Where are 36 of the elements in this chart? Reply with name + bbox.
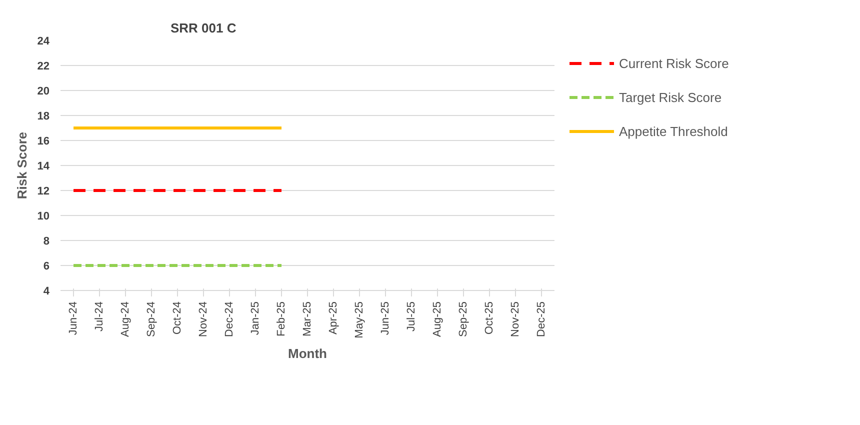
y-tick-label: 18 <box>37 110 50 122</box>
x-tick-label: Jun-25 <box>380 301 392 336</box>
y-tick-label: 20 <box>37 86 50 98</box>
x-tick-label: Dec-24 <box>224 301 236 337</box>
x-tick-label: Oct-24 <box>172 301 184 335</box>
y-axis-title: Risk Score <box>14 132 30 200</box>
x-tick-label: Apr-25 <box>328 301 340 335</box>
y-tick-label: 10 <box>37 210 50 222</box>
x-tick-label: Aug-25 <box>432 301 444 337</box>
y-tick-label: 22 <box>37 60 50 72</box>
x-tick-label: Jul-25 <box>406 301 418 332</box>
x-tick-label: Mar-25 <box>302 302 314 336</box>
x-tick-label: Jul-24 <box>94 301 106 332</box>
y-tick-label: 24 <box>37 36 50 48</box>
x-tick-label: Nov-25 <box>510 301 522 337</box>
legend-label: Target Risk Score <box>619 90 722 104</box>
x-tick-label: Nov-24 <box>198 301 210 337</box>
x-tick-label: Aug-24 <box>120 301 132 337</box>
legend-label: Appetite Threshold <box>619 124 728 138</box>
x-tick-label: Sep-25 <box>458 301 470 337</box>
y-tick-label: 12 <box>37 186 50 198</box>
x-tick-label: Feb-25 <box>276 301 288 336</box>
x-tick-label: May-25 <box>354 301 366 338</box>
chart-title: SRR 001 C <box>170 20 237 36</box>
y-tick-label: 16 <box>37 136 50 148</box>
x-tick-label: Oct-25 <box>484 301 496 335</box>
y-tick-label: 6 <box>43 260 50 272</box>
y-tick-label: 8 <box>43 236 50 248</box>
x-tick-label: Sep-24 <box>146 301 158 337</box>
x-tick-label: Jan-25 <box>250 301 262 336</box>
x-tick-label: Dec-25 <box>536 301 548 337</box>
x-axis-title: Month <box>288 346 328 362</box>
x-tick-label: Jun-24 <box>68 301 80 336</box>
y-tick-label: 4 <box>43 286 50 298</box>
y-tick-label: 14 <box>37 160 50 172</box>
legend-label: Current Risk Score <box>619 56 729 70</box>
